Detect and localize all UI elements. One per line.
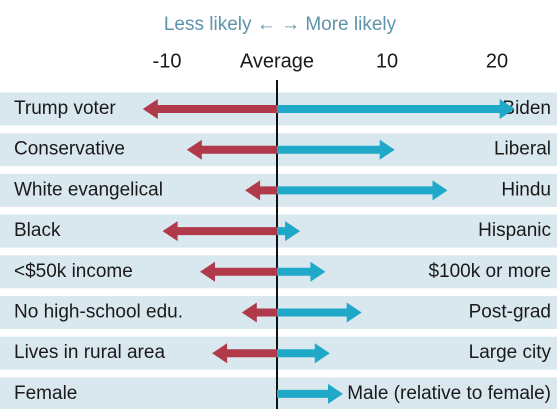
- arrow: [186, 139, 277, 160]
- row-right-label: Biden: [502, 98, 551, 119]
- row-right-label: Post-grad: [469, 302, 551, 323]
- arrow: [277, 99, 515, 119]
- row-right-label: Male (relative to female): [347, 383, 551, 404]
- arrow: [277, 221, 301, 242]
- header: Less likely ← → More likely: [164, 14, 397, 35]
- row-label: Lives in rural area: [14, 342, 165, 363]
- arrow: [142, 99, 277, 119]
- row-label: Conservative: [14, 139, 125, 160]
- row-label: White evangelical: [14, 179, 163, 200]
- arrow: [277, 261, 326, 282]
- arrow: [277, 343, 330, 364]
- arrow: [277, 180, 448, 201]
- row-label: No high-school edu.: [14, 302, 183, 323]
- row-right-label: Hindu: [501, 179, 551, 200]
- row-label: Trump voter: [14, 98, 116, 119]
- row-label: Black: [14, 220, 61, 241]
- arrow: [200, 261, 277, 282]
- arrow: [277, 139, 395, 160]
- x-tick-label: Average: [240, 50, 314, 72]
- arrow: [241, 302, 277, 323]
- arrow: [245, 180, 277, 201]
- arrow: [212, 343, 277, 364]
- x-tick-label: 10: [376, 50, 398, 72]
- x-tick-label: -10: [153, 50, 182, 72]
- row-right-label: Liberal: [494, 139, 551, 160]
- row-right-label: Large city: [469, 342, 552, 363]
- row-label: <$50k income: [14, 261, 133, 282]
- row-right-label: $100k or more: [428, 261, 551, 282]
- row-right-label: Hispanic: [478, 220, 551, 241]
- arrow: [162, 221, 277, 242]
- arrow: [277, 383, 343, 404]
- row-label: Female: [14, 383, 77, 404]
- x-tick-label: 20: [486, 50, 508, 72]
- arrow: [277, 302, 362, 323]
